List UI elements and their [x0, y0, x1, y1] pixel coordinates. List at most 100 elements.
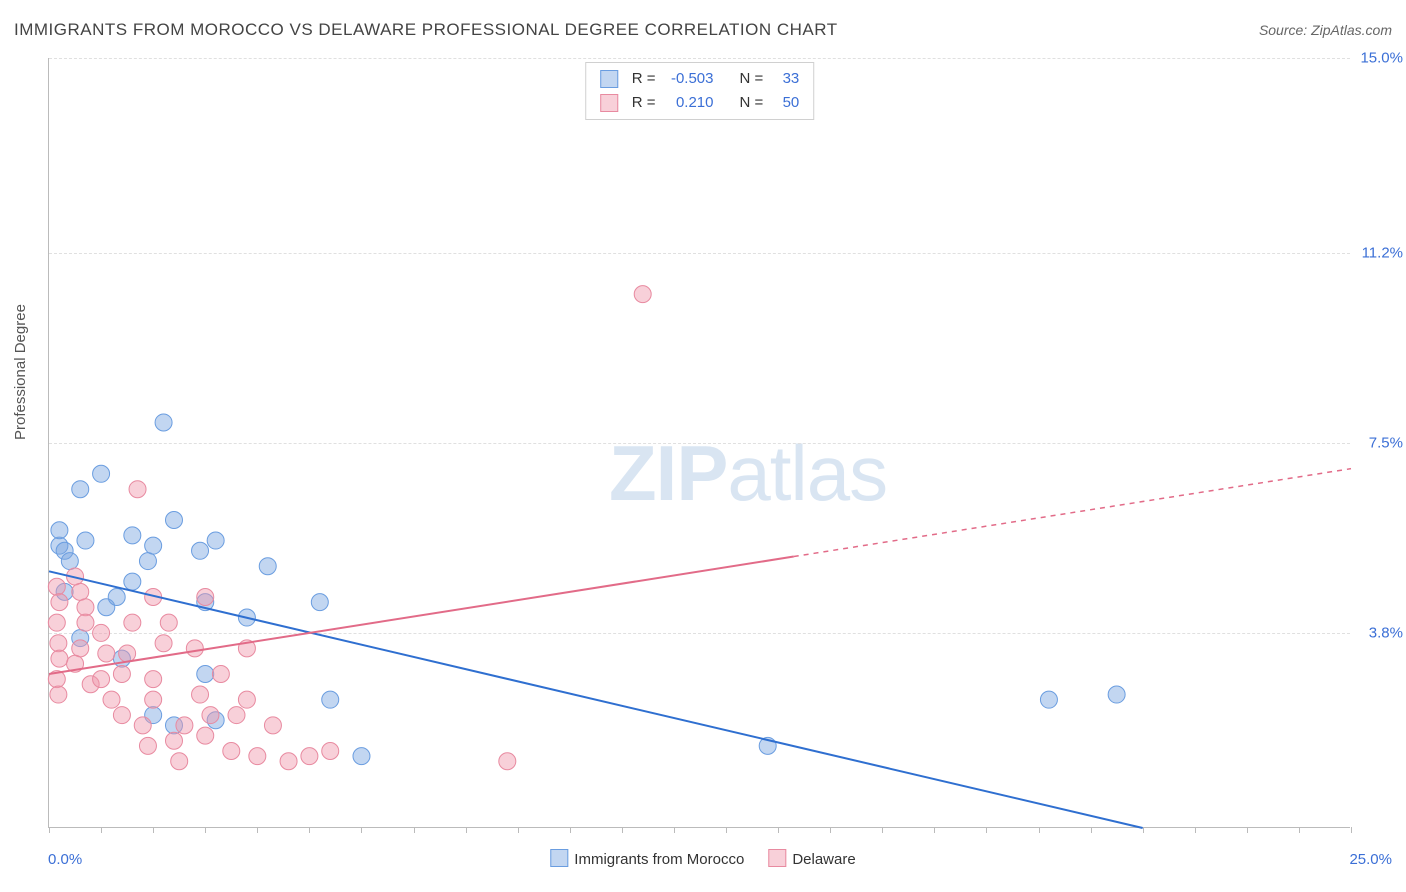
swatch-morocco-icon: [550, 849, 568, 867]
y-tick-label: 3.8%: [1369, 624, 1403, 641]
scatter-point-morocco: [108, 589, 125, 606]
scatter-point-delaware: [51, 594, 68, 611]
scatter-point-morocco: [72, 481, 89, 498]
legend-item-morocco: Immigrants from Morocco: [550, 849, 744, 868]
scatter-point-delaware: [134, 717, 151, 734]
x-tick: [986, 827, 987, 833]
scatter-point-delaware: [197, 727, 214, 744]
scatter-point-delaware: [160, 614, 177, 631]
x-tick: [49, 827, 50, 833]
y-tick-label: 7.5%: [1369, 435, 1403, 452]
scatter-point-morocco: [353, 748, 370, 765]
x-tick: [309, 827, 310, 833]
x-tick: [257, 827, 258, 833]
scatter-point-delaware: [50, 635, 67, 652]
scatter-point-delaware: [186, 640, 203, 657]
plot-area: ZIPatlas R =-0.503N =33R =0.210N =50 3.8…: [48, 58, 1350, 828]
x-tick: [466, 827, 467, 833]
n-label: N =: [740, 91, 764, 115]
scatter-point-morocco: [124, 573, 141, 590]
scatter-point-morocco: [207, 532, 224, 549]
y-axis-label: Professional Degree: [12, 304, 29, 440]
scatter-point-delaware: [197, 589, 214, 606]
scatter-point-delaware: [93, 624, 110, 641]
scatter-point-morocco: [124, 527, 141, 544]
x-tick: [674, 827, 675, 833]
trendline-delaware: [49, 557, 794, 674]
legend-label: Immigrants from Morocco: [574, 851, 744, 868]
scatter-point-delaware: [249, 748, 266, 765]
swatch-delaware-icon: [768, 849, 786, 867]
scatter-point-delaware: [113, 666, 130, 683]
stats-legend-row-delaware: R =0.210N =50: [600, 91, 800, 115]
x-tick: [1195, 827, 1196, 833]
x-tick: [830, 827, 831, 833]
chart-svg: [49, 58, 1350, 827]
scatter-point-delaware: [113, 707, 130, 724]
title-bar: IMMIGRANTS FROM MOROCCO VS DELAWARE PROF…: [14, 20, 1392, 40]
x-tick: [205, 827, 206, 833]
trendline-delaware-dashed: [794, 469, 1351, 557]
scatter-point-delaware: [72, 583, 89, 600]
x-tick: [934, 827, 935, 833]
x-tick: [1351, 827, 1352, 833]
r-label: R =: [632, 91, 656, 115]
x-tick: [361, 827, 362, 833]
scatter-point-delaware: [93, 671, 110, 688]
scatter-point-morocco: [165, 512, 182, 529]
x-tick: [153, 827, 154, 833]
x-tick: [1247, 827, 1248, 833]
x-min-label: 0.0%: [48, 851, 82, 868]
x-tick: [1039, 827, 1040, 833]
series-legend: Immigrants from Morocco Delaware: [550, 849, 855, 868]
x-tick: [101, 827, 102, 833]
scatter-point-delaware: [51, 650, 68, 667]
scatter-point-morocco: [259, 558, 276, 575]
scatter-point-delaware: [634, 286, 651, 303]
scatter-point-delaware: [139, 737, 156, 754]
scatter-point-morocco: [192, 542, 209, 559]
y-tick-label: 11.2%: [1362, 245, 1403, 262]
scatter-point-delaware: [145, 671, 162, 688]
x-tick: [518, 827, 519, 833]
scatter-point-delaware: [119, 645, 136, 662]
trendline-morocco: [49, 571, 1143, 828]
scatter-point-delaware: [48, 578, 65, 595]
scatter-point-morocco: [139, 553, 156, 570]
legend-item-delaware: Delaware: [768, 849, 855, 868]
legend-label: Delaware: [792, 851, 855, 868]
y-tick-label: 15.0%: [1360, 50, 1403, 67]
n-value: 33: [771, 67, 799, 91]
scatter-point-morocco: [311, 594, 328, 611]
scatter-point-morocco: [145, 537, 162, 554]
scatter-point-morocco: [1108, 686, 1125, 703]
x-tick: [1299, 827, 1300, 833]
scatter-point-delaware: [322, 743, 339, 760]
scatter-point-delaware: [165, 732, 182, 749]
scatter-point-delaware: [499, 753, 516, 770]
scatter-point-delaware: [124, 614, 141, 631]
scatter-point-morocco: [61, 553, 78, 570]
x-tick: [1091, 827, 1092, 833]
x-tick: [778, 827, 779, 833]
scatter-point-delaware: [212, 666, 229, 683]
x-tick: [726, 827, 727, 833]
stats-legend: R =-0.503N =33R =0.210N =50: [585, 62, 815, 120]
scatter-point-delaware: [280, 753, 297, 770]
scatter-point-delaware: [77, 614, 94, 631]
scatter-point-delaware: [176, 717, 193, 734]
scatter-point-morocco: [1040, 691, 1057, 708]
scatter-point-delaware: [103, 691, 120, 708]
scatter-point-morocco: [322, 691, 339, 708]
scatter-point-delaware: [264, 717, 281, 734]
scatter-point-delaware: [145, 691, 162, 708]
source-attribution: Source: ZipAtlas.com: [1259, 22, 1392, 38]
scatter-point-delaware: [228, 707, 245, 724]
scatter-point-delaware: [238, 691, 255, 708]
scatter-point-delaware: [50, 686, 67, 703]
scatter-point-delaware: [48, 614, 65, 631]
swatch-delaware-icon: [600, 94, 618, 112]
x-tick: [414, 827, 415, 833]
scatter-point-delaware: [155, 635, 172, 652]
x-max-label: 25.0%: [1349, 851, 1392, 868]
